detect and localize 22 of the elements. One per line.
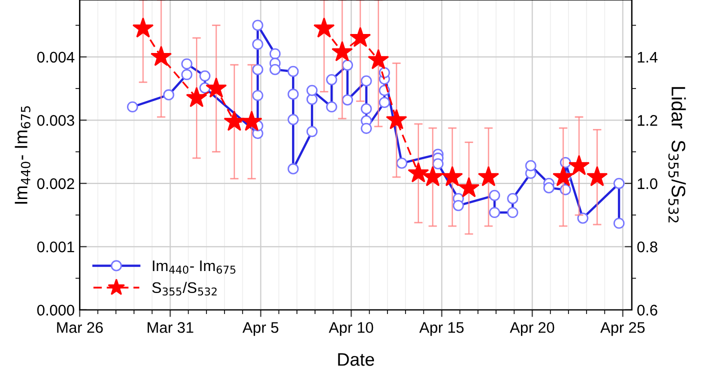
x-axis-title: Date — [338, 353, 374, 366]
y-tick-label: 0.004 — [37, 52, 74, 63]
y2-axis-title: Lidar S$_{355}$/S$_{532}$ — [668, 87, 686, 222]
x-tick-label: Apr 25 — [600, 322, 645, 336]
legend-label: Im$_{440}$- Im$_{675}$ — [152, 260, 236, 274]
x-tick-label: Mar 31 — [148, 322, 194, 333]
y-tick-label: 0.000 — [37, 304, 74, 316]
y2-tick-label: 1.0 — [638, 178, 658, 190]
legend-label: S$_{355}$/S$_{532}$ — [152, 282, 217, 296]
y-tick-label: 0.001 — [37, 242, 74, 252]
y2-tick-label: 0.6 — [637, 304, 658, 316]
y2-tick-label: 0.8 — [637, 242, 658, 252]
x-tick-label: Apr 5 — [242, 322, 278, 336]
y2-tick-label: 1.4 — [638, 52, 658, 62]
y-tick-label: 0.003 — [37, 115, 74, 126]
y2-tick-label: 1.2 — [638, 115, 658, 126]
x-tick-label: Mar 26 — [57, 322, 103, 333]
x-tick-label: Apr 10 — [328, 322, 374, 336]
y-axis-title: Im$_{440}$- Im$_{675}$ — [14, 106, 30, 204]
y-tick-label: 0.002 — [37, 178, 74, 190]
x-tick-label: Apr 20 — [510, 322, 554, 336]
x-tick-label: Apr 15 — [419, 322, 464, 336]
